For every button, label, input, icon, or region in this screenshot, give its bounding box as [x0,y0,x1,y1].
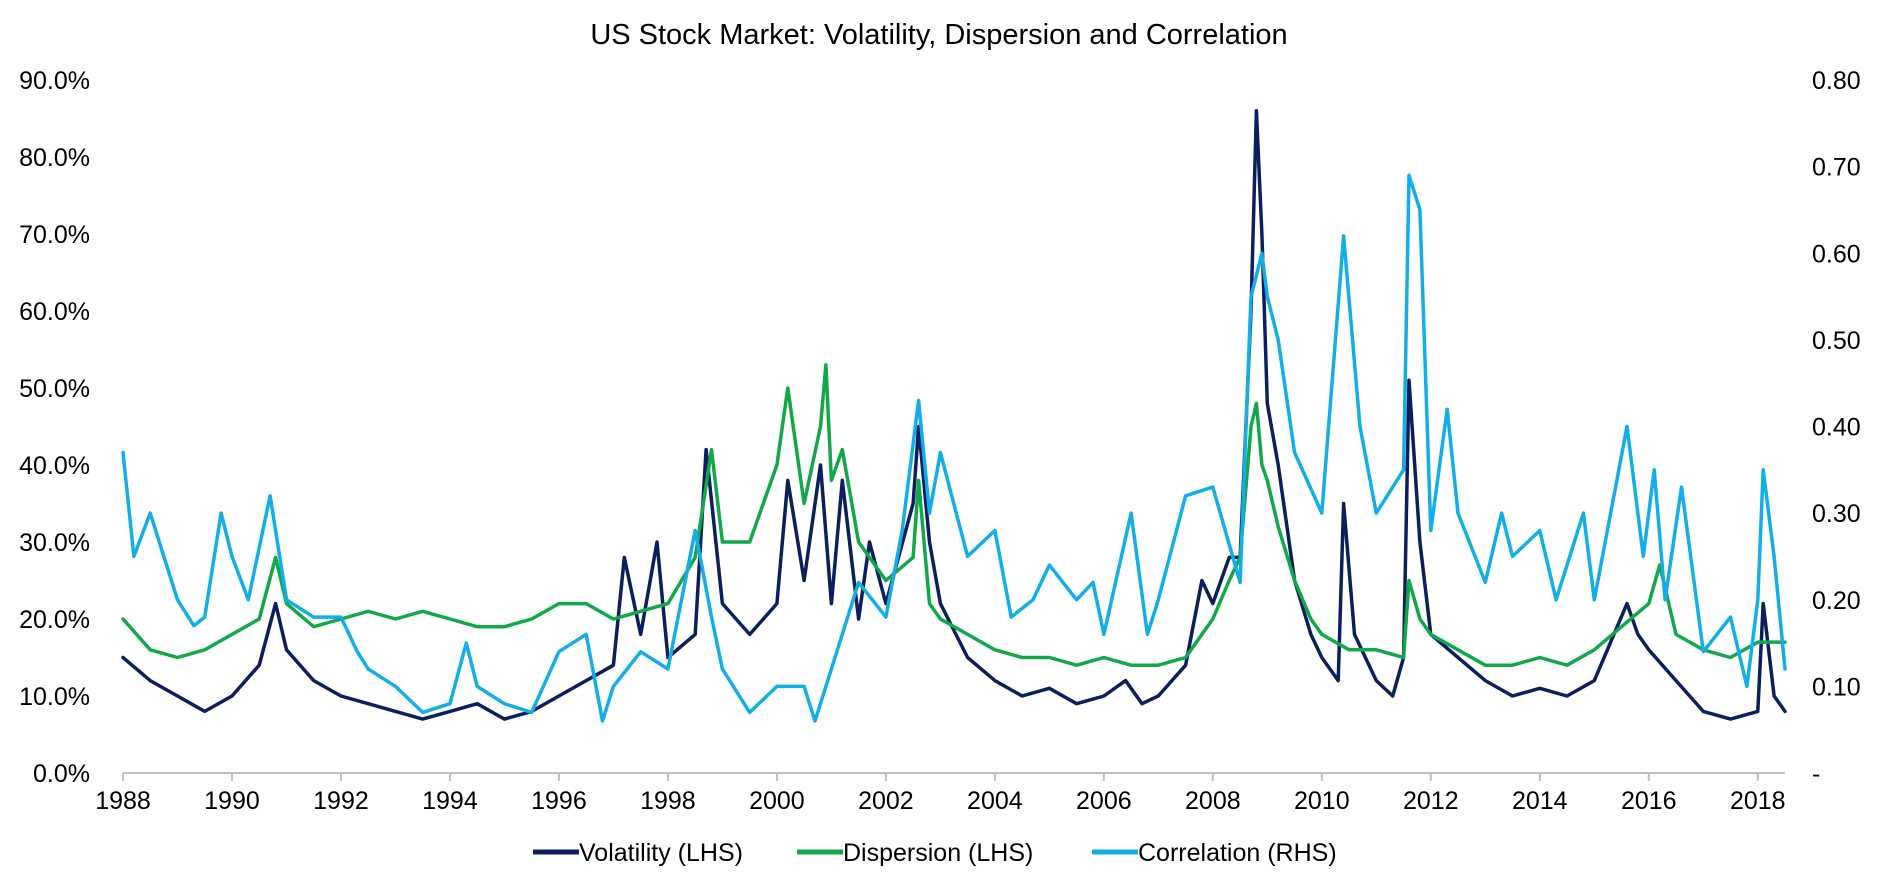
x-tick-label: 1994 [422,787,478,815]
x-tick-label: 2004 [967,787,1023,815]
x-tick-label: 1992 [313,787,369,815]
x-axis-ticks: 1988 1990 1992 1994 1996 1998 2000 2002 2004 2006… [95,773,1786,815]
x-tick-label: 2002 [858,787,914,815]
x-tick-label: 2016 [1621,787,1677,815]
x-tick-label: 1990 [204,787,260,815]
left-tick-label: 80.0% [19,144,90,172]
chart-title: US Stock Market: Volatility, Dispersion … [590,19,1287,51]
right-tick-label: 0.80 [1812,67,1861,95]
legend: Volatility (LHS) Dispersion (LHS) Correlat… [533,839,1337,867]
x-tick-label: 1998 [640,787,696,815]
x-tick-label: 1988 [95,787,151,815]
x-tick-label: 2012 [1403,787,1459,815]
x-tick-label: 2018 [1730,787,1786,815]
left-tick-label: 0.0% [33,760,90,788]
x-tick-label: 1996 [531,787,587,815]
x-tick-label: 2006 [1076,787,1132,815]
left-tick-label: 20.0% [19,606,90,634]
right-tick-label: 0.10 [1812,673,1861,701]
legend-label-dispersion: Dispersion (LHS) [843,839,1033,867]
right-tick-label: 0.20 [1812,587,1861,615]
left-tick-label: 10.0% [19,683,90,711]
series-layer [121,109,1787,723]
series-line-dispersion [121,363,1787,667]
series-line-correlation [121,173,1787,723]
left-tick-label: 30.0% [19,529,90,557]
left-tick-label: 60.0% [19,298,90,326]
x-tick-label: 2014 [1512,787,1568,815]
left-axis-ticks: 0.0% 10.0% 20.0% 30.0% 40.0% 50.0% 60.0% 70.0% 8… [19,67,90,788]
x-tick-label: 2010 [1294,787,1350,815]
right-tick-label: 0.40 [1812,414,1861,442]
legend-label-correlation: Correlation (RHS) [1138,839,1337,867]
right-tick-label: 0.30 [1812,500,1861,528]
left-tick-label: 40.0% [19,452,90,480]
right-tick-label: - [1812,760,1820,788]
legend-label-volatility: Volatility (LHS) [579,839,743,867]
series-line-volatility [121,109,1787,721]
left-tick-label: 90.0% [19,67,90,95]
left-tick-label: 70.0% [19,221,90,249]
right-tick-label: 0.60 [1812,240,1861,268]
right-tick-label: 0.50 [1812,327,1861,355]
x-tick-label: 2000 [749,787,805,815]
right-tick-label: 0.70 [1812,154,1861,182]
x-tick-label: 2008 [1185,787,1241,815]
right-axis-ticks: - 0.10 0.20 0.30 0.40 0.50 0.60 0.70 0.80 [1812,67,1861,788]
left-tick-label: 50.0% [19,375,90,403]
